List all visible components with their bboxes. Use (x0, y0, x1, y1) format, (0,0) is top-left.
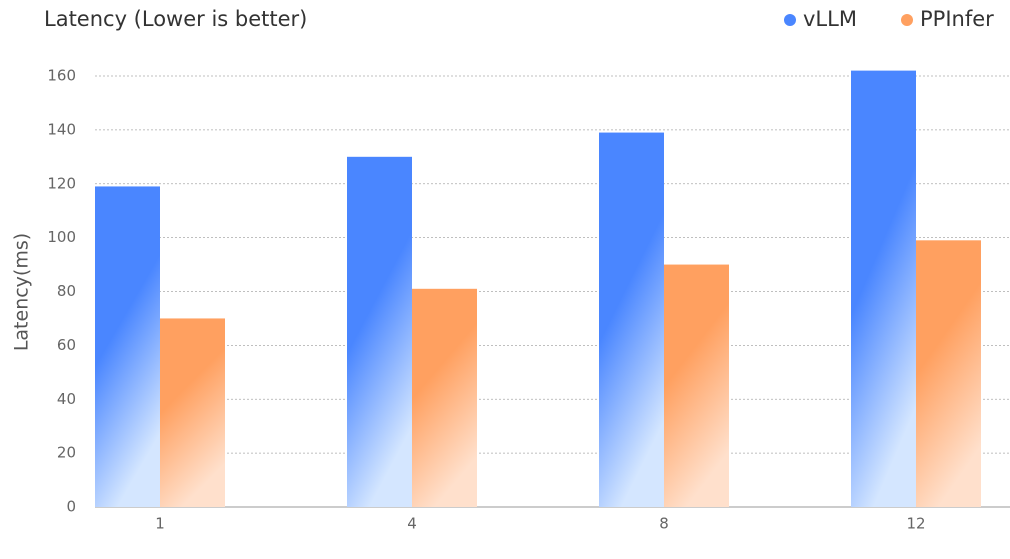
y-tick-label: 100 (47, 228, 76, 246)
x-tick-label: 8 (659, 515, 669, 533)
x-tick-label: 1 (155, 515, 165, 533)
legend-label: vLLM (803, 7, 857, 31)
chart-title: Latency (Lower is better) (44, 7, 307, 31)
bar (664, 264, 729, 507)
y-tick-label: 140 (47, 120, 76, 138)
bar (851, 70, 916, 508)
x-tick-label: 12 (906, 515, 925, 533)
y-tick-label: 0 (66, 498, 76, 516)
bar (916, 240, 981, 507)
y-tick-label: 120 (47, 174, 76, 192)
y-tick-label: 40 (57, 390, 76, 408)
legend-marker (901, 14, 913, 26)
y-tick-label: 60 (57, 336, 76, 354)
y-tick-label: 80 (57, 282, 76, 300)
bar (95, 186, 160, 507)
y-tick-label: 160 (47, 67, 76, 85)
bar (599, 132, 664, 507)
bar (160, 318, 225, 507)
legend-label: PPInfer (920, 7, 994, 31)
bar (412, 288, 477, 507)
y-axis-label: Latency(ms) (11, 233, 33, 351)
x-tick-label: 4 (407, 515, 417, 533)
bar (347, 156, 412, 507)
legend-marker (784, 14, 796, 26)
y-tick-label: 20 (57, 444, 76, 462)
